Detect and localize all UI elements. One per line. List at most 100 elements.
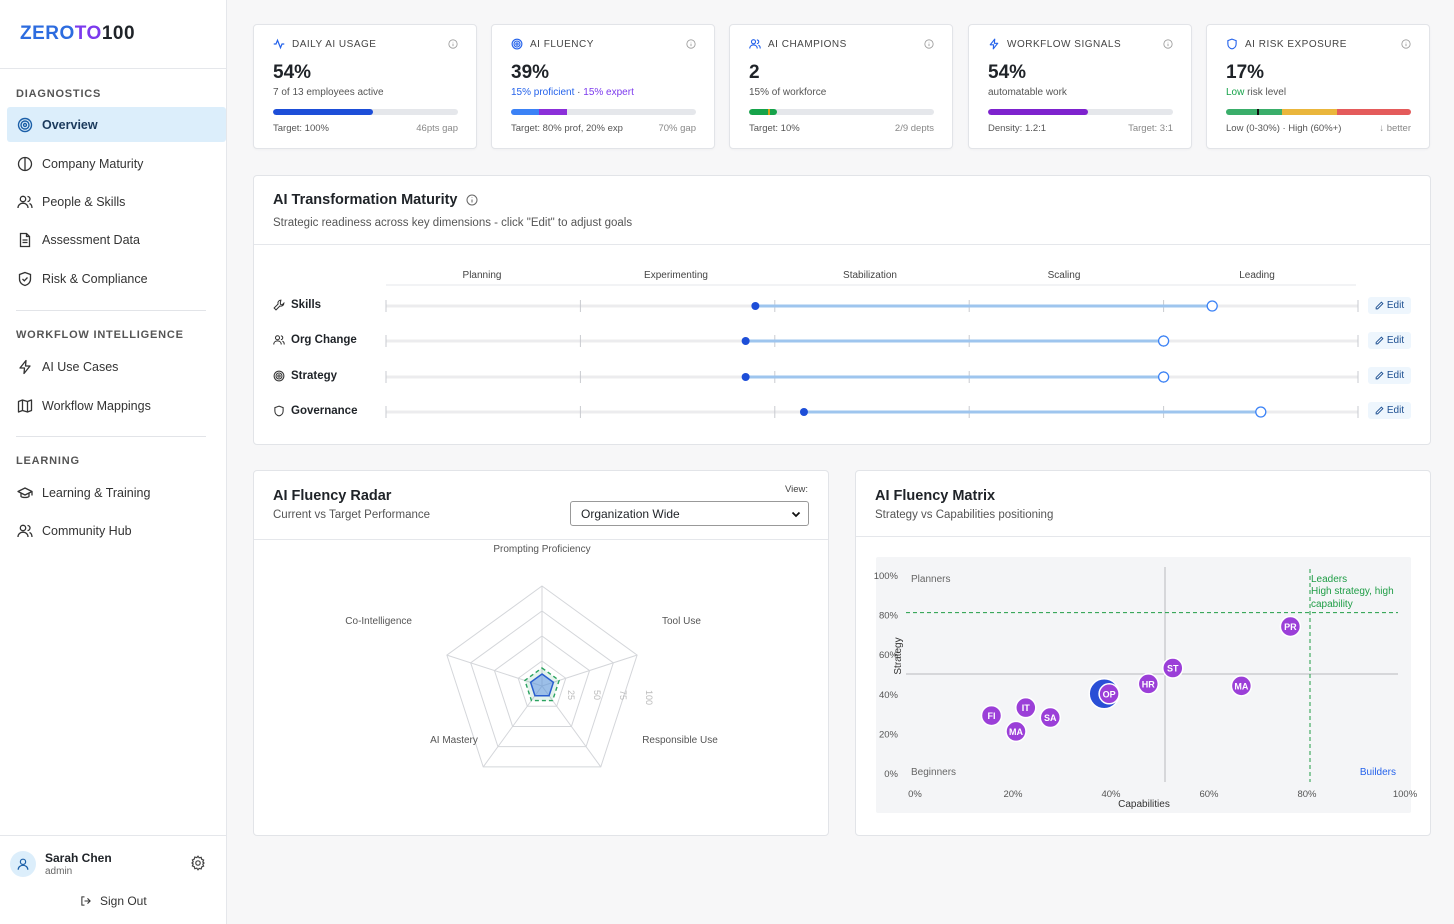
radar-tick-label: 25 [566,690,576,700]
radar-title: AI Fluency Radar [273,488,392,504]
document-icon [17,232,33,248]
logo[interactable]: ZERO TO 100 [20,22,135,46]
panel-divider [856,536,1430,537]
quadrant-label-leaders-desc: High strategy, high [1311,586,1394,597]
bolt-icon [989,38,999,50]
target-icon [17,117,33,133]
kpi-gap: 70% gap [658,123,696,134]
info-icon[interactable] [924,39,934,49]
matrix-panel: AI Fluency Matrix Strategy vs Capabiliti… [855,470,1431,836]
sidebar-item-overview[interactable]: Overview [7,107,226,142]
sidebar-item-label: Workflow Mappings [42,398,151,413]
kpi-footer: Target: 80% prof, 20% exp 70% gap [511,123,696,134]
maturity-row-label: Strategy [291,370,338,382]
target-marker [1157,335,1170,347]
maturity-title-row: AI Transformation Maturity [273,192,478,208]
y-tick-label: 0% [884,769,898,780]
radar-tick-label: 100 [644,690,654,705]
risk-level-text: Low [1226,87,1245,98]
risk-scale-medium [1281,109,1337,115]
sidebar-item-risk-compliance[interactable]: Risk & Compliance [7,261,226,296]
target-icon [511,38,523,50]
sidebar-divider [16,310,206,311]
maturity-panel: AI Transformation Maturity Strategic rea… [253,175,1431,445]
edit-button-strategy[interactable]: Edit [1368,367,1411,384]
kpi-title: AI FLUENCY [530,38,594,50]
kpi-footer: Low (0-30%) · High (60%+) ↓ better [1226,123,1411,134]
info-icon[interactable] [448,39,458,49]
kpi-card-ai-fluency: AI FLUENCY 39% 15% proficient · 15% expe… [491,24,715,149]
edit-label: Edit [1386,300,1405,311]
edit-button-governance[interactable]: Edit [1368,402,1411,419]
radar-grid-ring [493,635,591,727]
kpi-separator: · [574,87,584,98]
bolt-icon [17,359,33,375]
x-tick-label: 80% [1297,789,1317,800]
avatar[interactable] [10,851,36,877]
chevron-down-icon [791,511,801,517]
kpi-progress-bar [511,109,696,115]
view-select-value: Organization Wide [581,506,680,521]
kpi-value: 54% [273,62,312,83]
kpi-subtext: automatable work [988,87,1067,98]
sign-out-button[interactable]: Sign Out [80,894,147,908]
radar-tick-label: 50 [592,690,602,700]
sidebar-item-community-hub[interactable]: Community Hub [7,513,226,548]
kpi-expert-fill [538,109,567,115]
logo-divider [0,68,226,69]
kpi-title: AI CHAMPIONS [768,38,847,50]
target-marker [1157,371,1170,383]
map-icon [17,398,33,414]
radar-current-series [529,673,555,697]
sidebar-item-workflow-mappings[interactable]: Workflow Mappings [7,388,226,423]
y-tick-label: 80% [879,611,899,622]
info-icon[interactable] [466,194,478,206]
sidebar-item-learning-training[interactable]: Learning & Training [7,475,226,510]
maturity-row-strategy: Strategy [273,370,337,382]
stage-label-planning: Planning [462,270,502,281]
kpi-target: Target: 3:1 [1128,123,1173,134]
users-icon [273,335,285,345]
current-marker [751,302,760,310]
sidebar-item-people-skills[interactable]: People & Skills [7,184,226,219]
kpi-target: Target: 100% [273,123,329,134]
sidebar-item-company-maturity[interactable]: Company Maturity [7,146,226,181]
user-name: Sarah Chen [45,851,112,865]
sidebar-item-assessment-data[interactable]: Assessment Data [7,222,226,257]
info-icon[interactable] [1401,39,1411,49]
view-select[interactable]: Organization Wide [570,501,809,526]
info-icon[interactable] [1163,39,1173,49]
kpi-value: 2 [749,62,760,83]
logo-part-to: TO [74,23,102,44]
sign-out-label: Sign Out [100,894,147,908]
risk-direction: ↓ better [1379,123,1411,134]
pencil-icon [1375,301,1384,310]
kpi-proficient-fill [511,109,539,115]
quadrant-label-planners: Planners [911,574,950,585]
edit-button-skills[interactable]: Edit [1368,297,1411,314]
sidebar-item-label: Learning & Training [42,485,151,500]
x-tick-label: 100% [1393,789,1418,800]
gear-icon[interactable] [190,855,206,871]
x-tick-label: 20% [1003,789,1023,800]
kpi-target: Target: 10% [749,123,800,134]
section-label-learning: LEARNING [16,455,80,467]
data-point [1162,657,1184,679]
sidebar-item-ai-use-cases[interactable]: AI Use Cases [7,349,226,384]
sidebar-item-label: People & Skills [42,194,126,209]
maturity-row-skills: Skills [273,299,321,311]
radar-axis-line [541,654,638,687]
edit-button-org-change[interactable]: Edit [1368,332,1411,349]
current-marker [799,408,808,416]
sign-out-icon [81,896,91,906]
radar-chart: 25 50 75 100 Prompting Proficiency Tool Use Re… [345,544,718,768]
y-axis-label: Strategy [893,637,904,674]
maturity-row-label: Org Change [291,334,357,346]
info-icon[interactable] [686,39,696,49]
kpi-density: Density: 1.2:1 [988,123,1047,134]
x-axis-label: Capabilities [1118,799,1170,810]
half-circle-icon [17,156,33,172]
risk-scale-bar [1226,109,1411,115]
sidebar-divider [16,436,206,437]
maturity-row-label: Governance [291,405,358,417]
